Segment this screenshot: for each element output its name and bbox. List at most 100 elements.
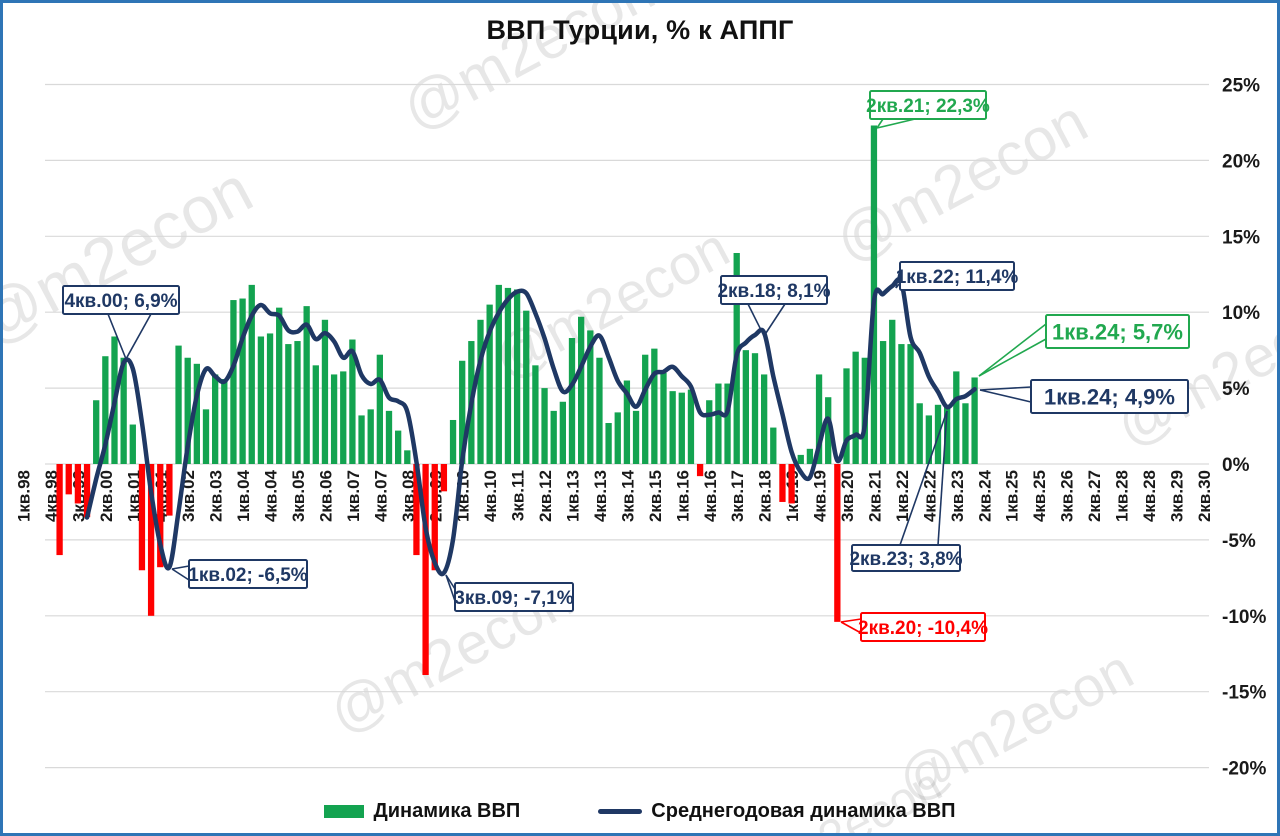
average-annual-gdp-line <box>84 277 977 577</box>
gdp-bar <box>486 304 493 464</box>
callout-box <box>851 544 961 572</box>
callout-tail <box>171 565 190 570</box>
gdp-bar <box>513 289 521 464</box>
gdp-bar <box>129 424 136 464</box>
gdp-bar <box>495 284 502 464</box>
gdp-bar <box>770 427 777 464</box>
gdp-bar <box>825 397 832 464</box>
gdp-bar <box>806 448 814 464</box>
gdp-bar <box>559 401 566 464</box>
x-axis-label: 3кв.26 <box>1058 470 1077 522</box>
callout-box <box>860 612 986 642</box>
gdp-bar <box>605 423 612 464</box>
gdp-bar <box>715 383 722 464</box>
gdp-bar <box>93 400 100 464</box>
x-axis-label: 4кв.04 <box>262 469 281 522</box>
callout-tail <box>979 389 1032 403</box>
gdp-bar <box>184 357 191 464</box>
callout-tail <box>747 303 765 337</box>
callout-tail <box>840 621 862 634</box>
x-axis-label: 2кв.00 <box>97 470 116 522</box>
gdp-bar <box>568 338 576 464</box>
gdp-bar <box>175 345 182 464</box>
gdp-bar <box>330 374 338 464</box>
x-axis-label: 4кв.13 <box>591 470 610 522</box>
gdp-bar <box>623 380 631 464</box>
gdp-bar <box>303 306 310 464</box>
gdp-bar <box>669 391 676 464</box>
gdp-bar <box>74 464 82 504</box>
callout-tail <box>876 118 884 129</box>
callout-tail <box>840 618 862 623</box>
gdp-bar <box>879 341 887 464</box>
x-axis-label: 2кв.24 <box>975 469 994 522</box>
x-axis-label: 1кв.07 <box>344 470 363 522</box>
callout-tail <box>763 303 786 337</box>
callout-box <box>1030 379 1189 414</box>
gdp-bar <box>138 464 146 571</box>
gdp-bar <box>962 403 969 464</box>
gdp-bar <box>843 368 850 464</box>
y-axis-label: 0% <box>1222 455 1250 476</box>
callout-box <box>188 559 308 589</box>
gdp-bar <box>321 319 329 464</box>
gdp-bar <box>642 354 649 464</box>
gdp-bar <box>632 410 640 464</box>
x-axis-label: 2кв.30 <box>1195 470 1214 522</box>
legend-item-gdp-bars: Динамика ВВП <box>324 800 520 823</box>
gdp-bar <box>312 365 319 464</box>
gdp-bar <box>660 372 667 464</box>
gdp-bar <box>395 430 402 464</box>
x-axis-label: 1кв.98 <box>15 470 34 522</box>
gdp-bar <box>266 333 274 464</box>
gdp-bar <box>678 392 685 464</box>
x-axis-label: 2кв.06 <box>316 470 335 522</box>
callout-label: 1кв.22; 11,4% <box>896 267 1019 288</box>
gdp-bar <box>696 464 704 477</box>
gdp-bar <box>248 284 255 464</box>
x-axis-label: 3кв.17 <box>728 470 747 522</box>
callout-tail <box>978 323 1047 377</box>
gdp-bar <box>413 464 420 556</box>
gdp-bar <box>367 409 374 464</box>
gdp-bar <box>523 310 530 464</box>
x-axis-label: 3кв.11 <box>509 470 528 521</box>
gdp-bar <box>761 374 768 464</box>
callout-label: 2кв.23; 3,8% <box>849 549 962 570</box>
gdp-bar <box>532 365 539 464</box>
x-axis-label: 2кв.15 <box>646 470 665 522</box>
gdp-bar <box>596 357 603 464</box>
callout-label: 2кв.20; -10,4% <box>858 618 988 639</box>
gdp-bar <box>907 344 914 464</box>
y-axis-label: 25% <box>1222 76 1260 97</box>
gdp-bar <box>751 353 759 464</box>
callout-box <box>720 275 828 305</box>
gdp-bar <box>294 341 301 464</box>
gdp-bar <box>541 388 548 464</box>
callout-tail <box>876 118 916 129</box>
x-axis-label: 1кв.16 <box>673 470 692 522</box>
callout-tail <box>937 410 948 546</box>
gdp-bar <box>944 404 951 464</box>
gdp-bar <box>440 464 448 492</box>
legend-label-gdp: Динамика ВВП <box>373 800 521 822</box>
chart-title: ВВП Турции, % к АППГ <box>486 15 794 45</box>
callout-label: 2кв.18; 8,1% <box>717 281 830 302</box>
gdp-bar <box>578 316 585 464</box>
x-axis-label: 2кв.03 <box>207 470 226 522</box>
callout-tail <box>107 313 127 360</box>
gdp-bar <box>971 377 978 464</box>
callout-tail <box>445 574 456 602</box>
gdp-bar <box>102 356 109 464</box>
gdp-bar <box>925 415 932 464</box>
x-axis-label: 4кв.25 <box>1030 470 1049 522</box>
y-axis-label: -15% <box>1222 683 1266 704</box>
x-axis-label: 3кв.23 <box>948 470 967 522</box>
gdp-bar <box>276 307 283 464</box>
gdp-bar <box>202 409 210 464</box>
gdp-bar <box>230 300 237 464</box>
gdp-bar <box>504 287 512 464</box>
gdp-bar <box>651 348 658 464</box>
gdp-bar <box>385 410 393 464</box>
gdp-bar <box>212 374 219 464</box>
